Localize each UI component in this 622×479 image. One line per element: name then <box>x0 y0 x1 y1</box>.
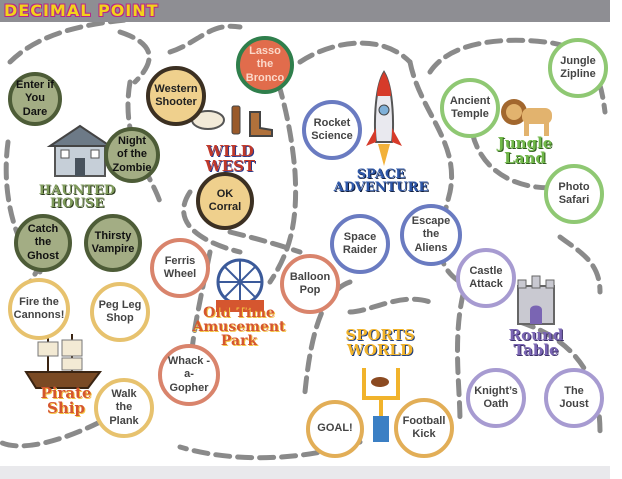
node-label: Walk the Plank <box>109 388 139 427</box>
node-escape-the-aliens[interactable]: Escape the Aliens <box>400 204 462 266</box>
node-label: Western Shooter <box>154 82 198 108</box>
pirate-ship-illustration <box>24 334 102 389</box>
node-the-joust[interactable]: The Joust <box>544 368 604 428</box>
wild-west-title: WILD WEST <box>204 142 256 175</box>
node-castle-attack[interactable]: Castle Attack <box>456 248 516 308</box>
node-jungle-zipline[interactable]: Jungle Zipline <box>548 38 608 98</box>
bottom-bar <box>0 466 610 479</box>
node-night-of-the-zombie[interactable]: Night of the Zombie <box>104 127 160 183</box>
node-label: Lasso the Bronco <box>245 45 285 84</box>
node-ferris-wheel[interactable]: Ferris Wheel <box>150 238 210 298</box>
castle-illustration <box>517 275 555 325</box>
node-label: Jungle Zipline <box>560 54 596 80</box>
node-label: Space Raider <box>342 230 378 256</box>
node-goal[interactable]: GOAL! <box>306 400 364 458</box>
node-whack-a-gopher[interactable]: Whack -a- Gopher <box>158 344 220 406</box>
node-label: Escape the Aliens <box>411 215 451 254</box>
node-rocket-science[interactable]: Rocket Science <box>302 100 362 160</box>
node-peg-leg-shop[interactable]: Peg Leg Shop <box>90 282 150 342</box>
haunted-house-illustration <box>46 124 114 177</box>
top-bar: DECIMAL POINT <box>0 0 610 22</box>
amusement-park-title: Old Time Amusement Park <box>192 305 286 349</box>
node-label: GOAL! <box>317 422 353 435</box>
node-label: Thirsty Vampire <box>91 229 135 255</box>
pirate-ship-title: Pirate Ship <box>40 384 92 417</box>
node-label: Ferris Wheel <box>163 254 197 280</box>
node-label: Photo Safari <box>558 180 590 206</box>
node-label: Ancient Temple <box>449 94 491 120</box>
node-label: OK Corral <box>208 187 242 213</box>
node-label: The Joust <box>559 384 589 410</box>
node-label: Night of the Zombie <box>112 135 152 174</box>
node-label: Peg Leg Shop <box>98 298 142 324</box>
ferris-wheel-illustration <box>216 258 264 312</box>
node-label: Football Kick <box>402 414 446 440</box>
space-adventure-title: SPACE ADVENTURE <box>333 167 429 195</box>
node-enter-if-you-dare[interactable]: Enter if You Dare <box>8 72 62 126</box>
node-knights-oath[interactable]: Knight’s Oath <box>466 368 526 428</box>
node-label: Rocket Science <box>311 116 353 142</box>
rocket-illustration <box>366 70 402 166</box>
node-balloon-pop[interactable]: Balloon Pop <box>280 254 340 314</box>
game-map: HAUNTED HOUSE Enter if You Dare Night of… <box>0 22 622 466</box>
goalpost-illustration <box>362 368 400 442</box>
node-ok-corral[interactable]: OK Corral <box>196 172 254 230</box>
node-ancient-temple[interactable]: Ancient Temple <box>440 78 500 138</box>
node-catch-the-ghost[interactable]: Catch the Ghost <box>14 214 72 272</box>
node-walk-the-plank[interactable]: Walk the Plank <box>94 378 154 438</box>
node-label: Whack -a- Gopher <box>167 355 211 394</box>
node-space-raider[interactable]: Space Raider <box>330 214 390 274</box>
node-football-kick[interactable]: Football Kick <box>394 398 454 458</box>
sports-world-title: SPORTS WORLD <box>345 326 415 359</box>
node-label: Enter if You Dare <box>16 79 54 118</box>
round-table-title: Round Table <box>508 326 564 359</box>
node-photo-safari[interactable]: Photo Safari <box>544 164 604 224</box>
node-western-shooter[interactable]: Western Shooter <box>146 66 206 126</box>
node-label: Catch the Ghost <box>27 223 59 262</box>
node-thirsty-vampire[interactable]: Thirsty Vampire <box>84 214 142 272</box>
node-label: Knight’s Oath <box>474 384 518 410</box>
node-label: Castle Attack <box>469 264 503 290</box>
jungle-land-title: Jungle Land <box>497 134 553 167</box>
node-label: Fire the Cannons! <box>13 295 65 321</box>
node-label: Balloon Pop <box>289 270 331 296</box>
haunted-house-title: HAUNTED HOUSE <box>38 183 116 211</box>
decimal-point-logo: DECIMAL POINT <box>4 1 159 20</box>
node-lasso-the-bronco[interactable]: Lasso the Bronco <box>236 36 294 94</box>
lion-illustration <box>501 99 552 136</box>
node-fire-the-cannons[interactable]: Fire the Cannons! <box>8 278 70 340</box>
